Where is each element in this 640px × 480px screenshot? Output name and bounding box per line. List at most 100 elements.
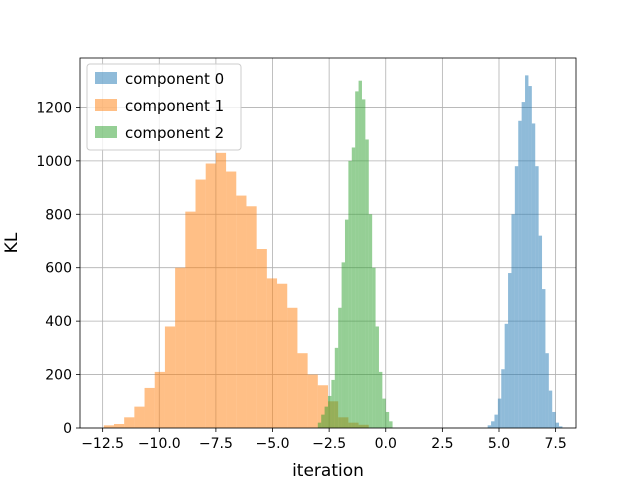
x-tick-label: −5.0 [256, 436, 290, 452]
x-tick-label: −10.0 [138, 436, 181, 452]
histogram-bar [358, 80, 362, 428]
histogram-bar [175, 267, 186, 428]
histogram-bar [351, 147, 356, 429]
histogram-bar [389, 421, 393, 428]
histogram-bar [134, 406, 145, 428]
histogram-bar [501, 369, 505, 428]
legend-label-component-2: component 2 [125, 124, 224, 142]
legend: component 0 component 1 component 2 [86, 63, 242, 151]
histogram-bar [531, 123, 536, 428]
histogram-bar [344, 219, 349, 428]
histogram-bar [382, 398, 386, 428]
histogram-bar [341, 262, 345, 428]
histogram-bars [103, 75, 563, 429]
histogram-bar [487, 425, 492, 428]
histogram-bar [555, 422, 560, 428]
histogram-bar [508, 273, 512, 428]
histogram-bar [518, 120, 522, 428]
histogram-bar [331, 379, 335, 428]
histogram-bar [195, 179, 206, 428]
histogram-bar [368, 214, 373, 428]
histogram-bar [287, 307, 298, 428]
x-tick-label: −7.5 [199, 436, 233, 452]
histogram-bar [205, 163, 216, 428]
histogram-bar [256, 249, 267, 428]
histogram-bar [246, 206, 257, 428]
histogram-bar [504, 323, 509, 428]
histogram-bar [103, 425, 114, 428]
histogram-bar [307, 374, 318, 428]
histogram-bar [113, 423, 125, 428]
y-tick-label: 400 [45, 314, 72, 330]
series-component-1 [103, 152, 369, 429]
legend-box [86, 63, 242, 151]
histogram-bar [361, 99, 366, 428]
legend-swatch-component-1 [95, 99, 117, 111]
histogram-bar [521, 102, 526, 429]
histogram-bar [324, 406, 328, 428]
histogram-bar [317, 385, 328, 428]
histogram-bar [372, 267, 376, 428]
series-component-0 [487, 75, 563, 429]
histogram-bar [124, 417, 135, 428]
legend-swatch-component-2 [95, 126, 117, 138]
histogram-bar [154, 371, 165, 428]
x-tick-label: 0.0 [375, 436, 397, 452]
histogram-bar [538, 235, 543, 428]
histogram-bar [514, 166, 519, 428]
histogram-bar [385, 411, 390, 428]
histogram-bar [542, 289, 546, 428]
histogram-bar [535, 166, 539, 428]
y-tick-label: 1200 [36, 100, 72, 116]
histogram-bar [375, 326, 379, 428]
y-tick-label: 0 [63, 421, 72, 437]
histogram-bar [144, 387, 155, 428]
histogram-bar [328, 395, 332, 428]
x-axis-label: iteration [292, 461, 364, 480]
plot-frame [79, 57, 577, 429]
histogram-bar [185, 211, 196, 428]
histogram-bar [378, 371, 383, 428]
y-axis-label: KL [2, 232, 22, 253]
histogram-bar [494, 414, 498, 428]
x-tick-label: −12.5 [81, 436, 124, 452]
x-tick-label: 5.0 [488, 436, 510, 452]
histogram-bar [559, 426, 563, 428]
x-tick-label: 2.5 [431, 436, 453, 452]
histogram-bar [355, 91, 359, 429]
histogram-bar [334, 347, 339, 428]
histogram-bar [226, 171, 237, 428]
legend-swatch-component-0 [95, 72, 117, 84]
histogram-bar [365, 139, 369, 428]
y-axis-ticks: 0 200 400 600 800 1000 1200 [36, 100, 80, 437]
y-tick-label: 800 [45, 207, 72, 223]
y-tick-label: 600 [45, 261, 72, 277]
legend-label-component-1: component 1 [125, 97, 224, 115]
histogram-bar [491, 421, 495, 428]
y-tick-label: 1000 [36, 154, 72, 170]
histogram-bar [525, 75, 529, 428]
histogram-bar [348, 160, 352, 428]
histogram-bar [497, 398, 502, 428]
histogram-bar [338, 307, 342, 428]
histogram-bar [317, 422, 322, 428]
histogram-bar [266, 278, 278, 428]
histogram-bar [236, 195, 247, 428]
x-tick-label: −2.5 [312, 436, 346, 452]
x-axis-ticks: −12.5 −10.0 −7.5 −5.0 −2.5 0.0 2.5 5.0 7.5 [81, 428, 567, 452]
histogram-bar [297, 353, 308, 428]
x-tick-label: 7.5 [544, 436, 566, 452]
series-component-2 [317, 80, 393, 429]
histogram-bar [321, 414, 325, 428]
histogram-bar [277, 283, 288, 428]
histogram-bar [552, 411, 556, 428]
legend-label-component-0: component 0 [125, 70, 224, 88]
histogram-bar [511, 214, 515, 428]
histogram-bar [528, 86, 532, 429]
y-tick-label: 200 [45, 368, 72, 384]
histogram-bar [164, 326, 176, 428]
histogram-bar [545, 353, 549, 428]
histogram-bar [548, 390, 553, 428]
histogram-bar [215, 152, 227, 429]
